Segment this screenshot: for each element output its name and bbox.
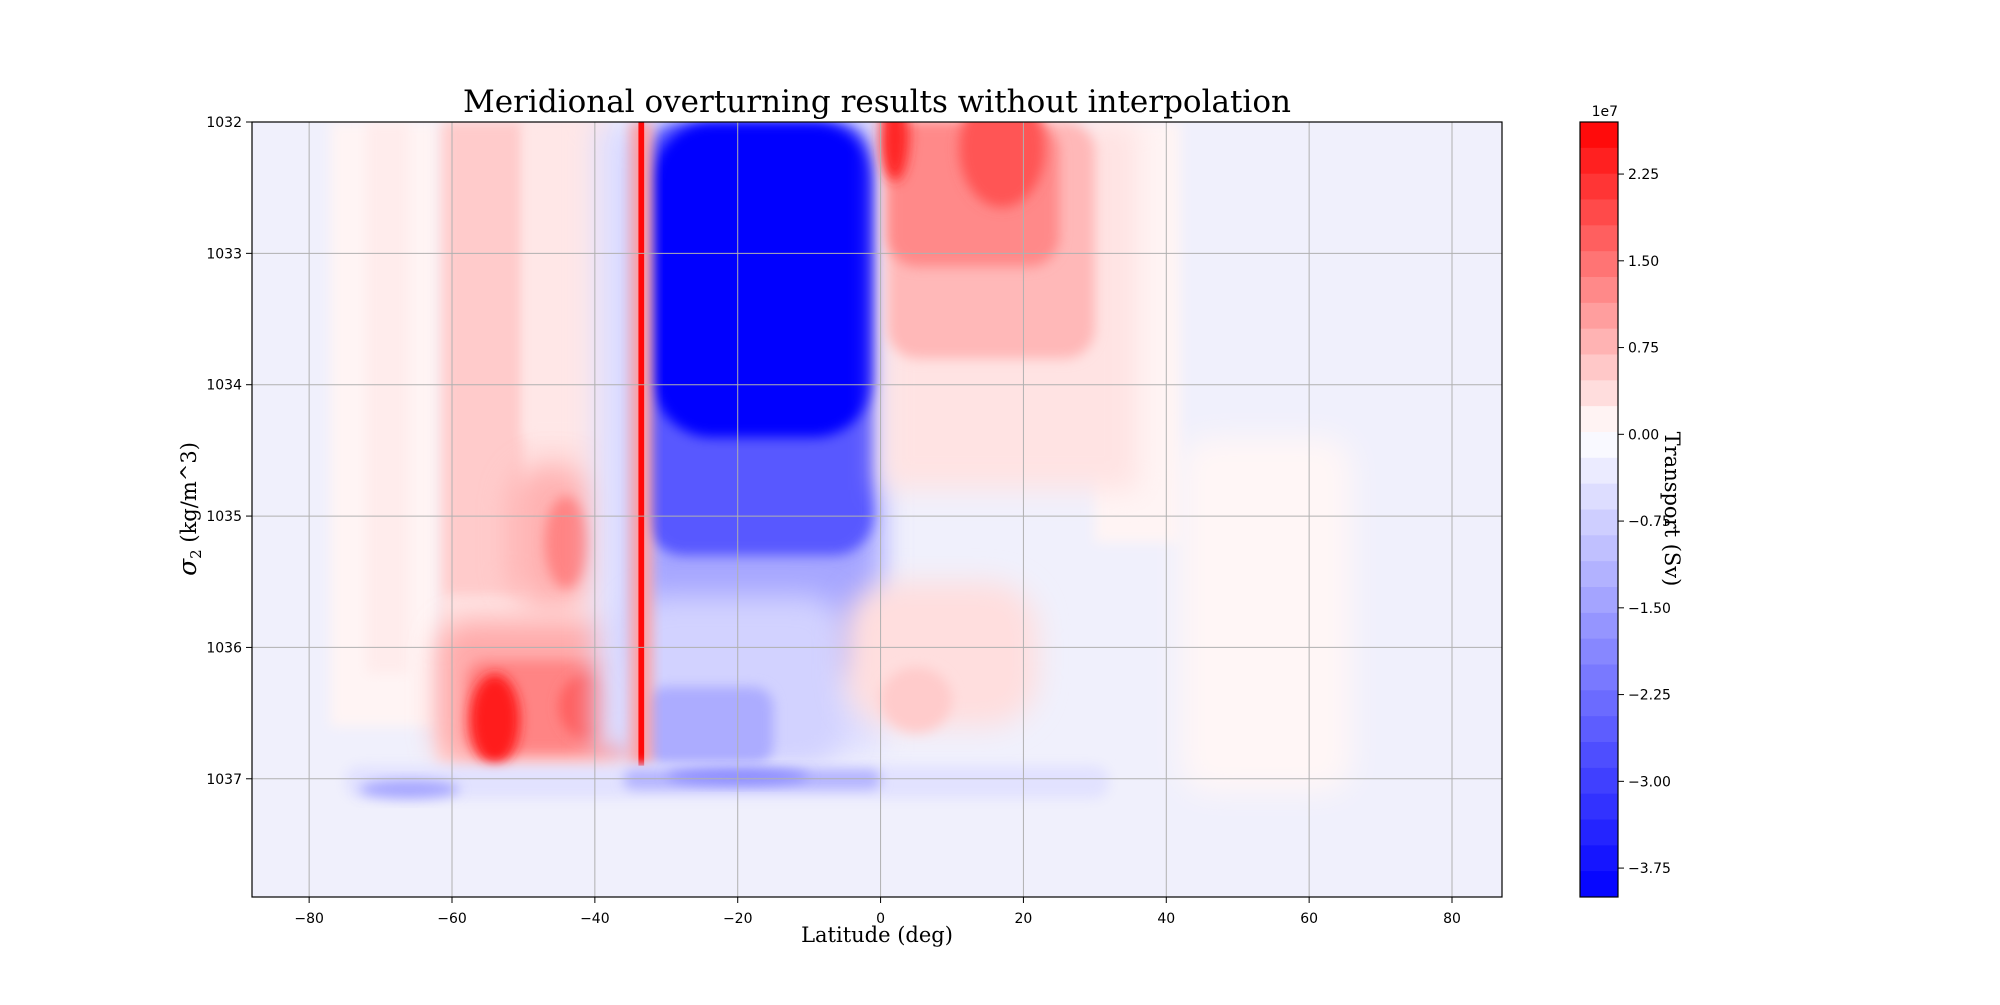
south-deep-core <box>469 673 520 766</box>
svg-text:σ2 (kg/m^3): σ2 (kg/m^3) <box>173 442 205 576</box>
equatorial-deep-core <box>880 667 952 733</box>
colorbar-band <box>1580 742 1618 769</box>
x-tick-label: 0 <box>876 911 885 927</box>
faint-south-stripe-2 <box>366 122 410 674</box>
x-axis-ticks: −80 −60 −40 −20 0 20 40 60 80 <box>294 897 1461 927</box>
jet-core <box>638 122 645 766</box>
colorbar-band <box>1580 147 1618 175</box>
colorbar-band <box>1580 612 1618 640</box>
colorbar-band <box>1580 199 1618 226</box>
colorbar-band <box>1580 406 1618 433</box>
south-slope-core <box>544 496 588 589</box>
y-tick-label: 1034 <box>206 378 242 394</box>
colorbar-band <box>1580 793 1618 820</box>
plot-frame <box>251 121 1503 898</box>
colorbar-frame <box>1579 121 1619 898</box>
y-tick-label: 1033 <box>206 246 242 262</box>
colorbar-band <box>1580 354 1618 381</box>
x-tick-label: −80 <box>294 911 324 927</box>
plot-area: −80 −60 −40 −20 0 20 40 60 80 103210331034103510… <box>206 115 1503 927</box>
colorbar-band <box>1580 457 1618 485</box>
colorbar-band <box>1580 122 1618 149</box>
colorbar: 2.25 1.50 0.75 0.00 −0.75 −1.50 −2.25 −3.00 −3.7… <box>1579 104 1684 898</box>
faint-north-deep <box>1180 437 1352 792</box>
y-tick-label: 1032 <box>206 115 242 131</box>
colorbar-band <box>1580 509 1618 536</box>
y-axis-label-unit: (kg/m^3) <box>177 442 201 549</box>
subtrop-deep-inner <box>644 686 774 766</box>
colorbar-multiplier: 1e7 <box>1592 104 1618 120</box>
y-axis-ticks: 1032 1033 1034 1035 1036 1037 <box>206 115 252 788</box>
colorbar-band <box>1580 302 1618 330</box>
colorbar-band <box>1580 251 1618 278</box>
colorbar-tick-label: −3.75 <box>1628 861 1671 877</box>
north-core <box>880 122 910 182</box>
colorbar-band <box>1580 716 1618 743</box>
colorbar-band <box>1580 432 1618 459</box>
grid-lines <box>252 121 1502 897</box>
colorbar-band <box>1580 173 1618 200</box>
x-tick-label: −20 <box>723 911 753 927</box>
colorbar-tick-label: 0.00 <box>1628 427 1659 443</box>
y-tick-label: 1036 <box>206 640 242 656</box>
x-axis-label: Latitude (deg) <box>801 923 953 947</box>
colorbar-tick-label: 2.25 <box>1628 167 1659 183</box>
x-tick-label: −60 <box>437 911 467 927</box>
colorbar-label: Transport (Sv) <box>1660 432 1684 587</box>
chart-title: Meridional overturning results without i… <box>463 84 1291 120</box>
x-tick-label: 60 <box>1300 911 1318 927</box>
colorbar-band <box>1580 871 1618 898</box>
bottom-core-south <box>359 780 460 799</box>
colorbar-band <box>1580 380 1618 407</box>
colorbar-tick-label: −3.00 <box>1628 774 1671 790</box>
colorbar-tick-label: −1.50 <box>1628 601 1671 617</box>
colorbar-band <box>1580 819 1618 846</box>
colorbar-band <box>1580 638 1618 665</box>
x-tick-label: −40 <box>580 911 610 927</box>
colorbar-bands <box>1580 122 1618 898</box>
colorbar-band <box>1580 587 1618 614</box>
colorbar-band <box>1580 225 1618 252</box>
colorbar-tick-label: 0.75 <box>1628 341 1659 357</box>
y-axis-label: σ2 (kg/m^3) <box>173 442 205 576</box>
colorbar-band <box>1580 277 1618 304</box>
colorbar-band <box>1580 535 1618 562</box>
colorbar-band <box>1580 664 1618 691</box>
y-axis-label-subscript: 2 <box>187 549 205 559</box>
colorbar-tick-label: 1.50 <box>1628 254 1659 270</box>
colorbar-band <box>1580 845 1618 872</box>
y-tick-label: 1037 <box>206 772 242 788</box>
subtrop-core <box>652 122 874 438</box>
colorbar-tick-label: −0.75 <box>1628 514 1671 530</box>
colorbar-band <box>1580 690 1618 717</box>
x-tick-label: 20 <box>1015 911 1033 927</box>
y-tick-label: 1035 <box>206 509 242 525</box>
colorbar-band <box>1580 483 1618 510</box>
colorbar-band <box>1580 561 1618 588</box>
colorbar-tick-label: −2.25 <box>1628 688 1671 704</box>
colorbar-band <box>1580 328 1618 355</box>
y-axis-label-symbol: σ <box>173 558 202 576</box>
x-tick-label: 80 <box>1443 911 1461 927</box>
colorbar-ticks: 2.25 1.50 0.75 0.00 −0.75 −1.50 −2.25 −3.00 −3.7… <box>1618 167 1671 877</box>
x-tick-label: 40 <box>1157 911 1175 927</box>
colorbar-band <box>1580 767 1618 795</box>
